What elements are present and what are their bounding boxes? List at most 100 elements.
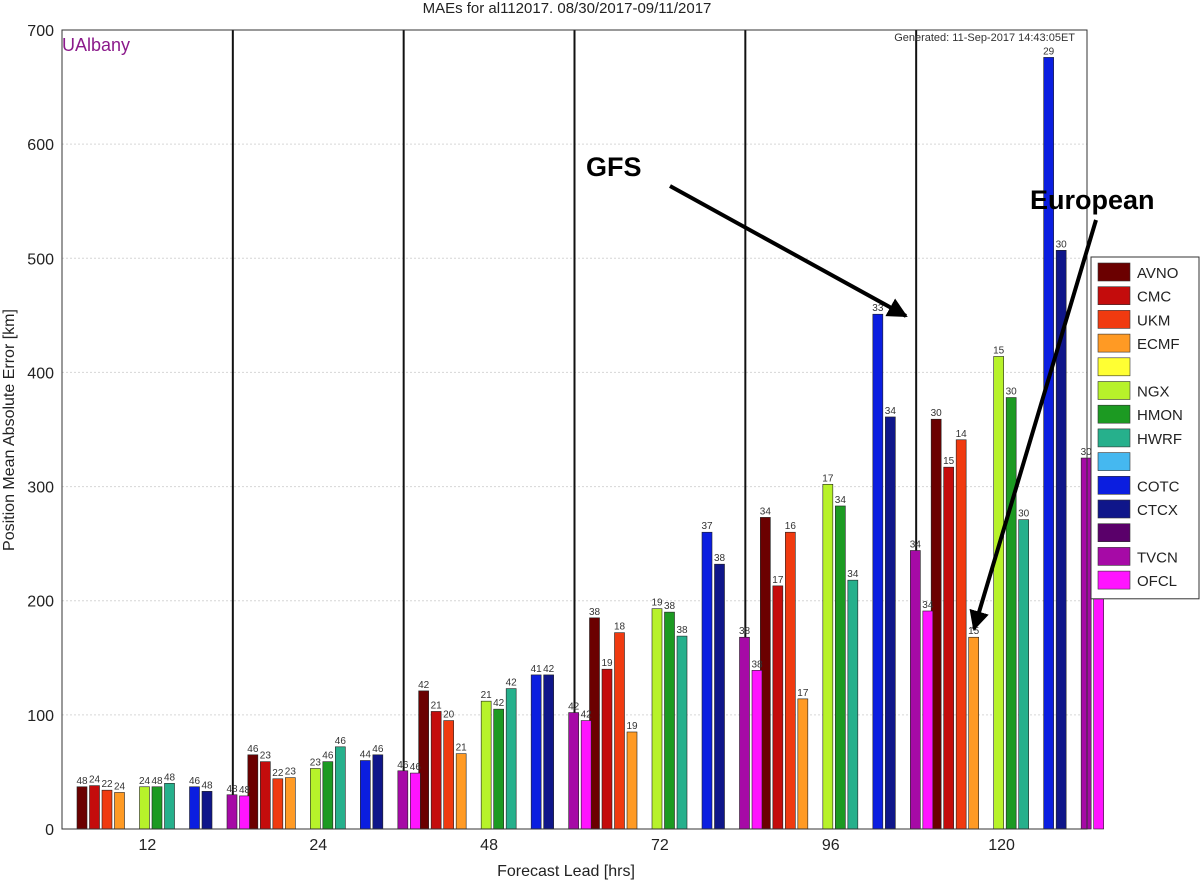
count-label: 17 bbox=[797, 688, 809, 699]
annotation-european: European bbox=[1030, 185, 1155, 215]
bars-layer bbox=[76, 57, 1104, 830]
legend-swatch bbox=[1097, 404, 1131, 424]
legend-swatch bbox=[1097, 381, 1131, 400]
count-label: 44 bbox=[360, 750, 372, 761]
bar bbox=[397, 770, 409, 830]
count-label: 34 bbox=[760, 506, 772, 517]
legend-label: NGX bbox=[1137, 384, 1170, 401]
bar bbox=[968, 636, 979, 830]
plot-frame bbox=[61, 29, 1088, 830]
count-label: 38 bbox=[714, 553, 726, 564]
legend-swatch bbox=[1097, 547, 1131, 566]
count-label: 48 bbox=[239, 785, 251, 796]
bar bbox=[772, 585, 784, 830]
bar bbox=[139, 786, 150, 830]
bar bbox=[101, 789, 113, 830]
bar bbox=[664, 611, 675, 830]
bar bbox=[943, 466, 954, 830]
bar bbox=[651, 608, 663, 830]
bar bbox=[993, 356, 1004, 830]
count-label: 46 bbox=[372, 744, 384, 755]
y-tick-label: 700 bbox=[27, 23, 54, 40]
count-label: 22 bbox=[101, 779, 113, 790]
count-label: 38 bbox=[664, 601, 676, 612]
bar bbox=[739, 636, 750, 830]
x-tick-label: 72 bbox=[651, 837, 669, 854]
count-label: 34 bbox=[885, 406, 897, 417]
bar bbox=[335, 746, 346, 830]
legend-label: OFCL bbox=[1137, 573, 1177, 590]
count-label: 23 bbox=[285, 767, 297, 778]
count-label: 19 bbox=[626, 721, 638, 732]
count-label: 30 bbox=[931, 408, 943, 419]
count-label: 37 bbox=[701, 521, 713, 532]
x-tick-label: 120 bbox=[988, 837, 1015, 854]
count-label: 19 bbox=[651, 598, 663, 609]
count-label: 38 bbox=[676, 625, 688, 636]
bar bbox=[835, 505, 846, 830]
bar bbox=[322, 761, 334, 830]
bar bbox=[285, 777, 296, 830]
count-label: 34 bbox=[910, 539, 922, 550]
count-label: 21 bbox=[431, 700, 443, 711]
count-label: 16 bbox=[785, 521, 797, 532]
count-label: 23 bbox=[310, 758, 322, 769]
x-axis-ticks: 12 24 48 72 96 120 bbox=[139, 837, 1016, 854]
count-label: 30 bbox=[1081, 447, 1093, 458]
bar bbox=[785, 531, 796, 830]
chart-title: MAEs for al112017. 08/30/2017-09/11/2017 bbox=[423, 0, 712, 17]
bar bbox=[601, 668, 613, 830]
bar bbox=[493, 708, 504, 830]
bar bbox=[714, 563, 725, 830]
legend-swatch bbox=[1097, 499, 1131, 519]
count-label: 46 bbox=[247, 744, 259, 755]
y-tick-label: 200 bbox=[27, 594, 54, 611]
x-tick-label: 96 bbox=[822, 837, 840, 854]
bar bbox=[701, 531, 713, 830]
bar bbox=[568, 712, 579, 830]
bar bbox=[201, 791, 213, 830]
bar bbox=[885, 416, 896, 830]
count-label: 38 bbox=[589, 607, 601, 618]
bar bbox=[1080, 457, 1092, 830]
count-label: 42 bbox=[543, 664, 555, 675]
bar bbox=[505, 688, 517, 830]
count-label: 34 bbox=[835, 495, 847, 506]
count-label: 42 bbox=[418, 680, 430, 691]
legend-swatch bbox=[1097, 357, 1131, 377]
bar bbox=[847, 579, 859, 830]
bar bbox=[76, 786, 88, 830]
count-label: 34 bbox=[922, 600, 934, 611]
legend-swatch bbox=[1097, 570, 1131, 590]
sample-count-labels: 4846423834302423211917152222201816142423… bbox=[76, 46, 1104, 796]
annotation-gfs-arrow bbox=[669, 184, 908, 318]
bar bbox=[226, 794, 238, 830]
legend-label: CTCX bbox=[1137, 502, 1178, 519]
bar bbox=[1018, 519, 1029, 830]
y-tick-label: 100 bbox=[27, 708, 54, 725]
bar bbox=[164, 783, 175, 830]
bar bbox=[626, 731, 638, 830]
legend-swatch bbox=[1097, 333, 1131, 353]
count-label: 42 bbox=[493, 698, 505, 709]
x-axis-label: Forecast Lead [hrs] bbox=[497, 863, 635, 880]
count-label: 48 bbox=[226, 784, 238, 795]
bar bbox=[360, 760, 371, 830]
y-axis-ticks: 0 100 200 300 400 500 600 700 bbox=[27, 23, 54, 839]
bar bbox=[822, 483, 834, 830]
count-label: 30 bbox=[1056, 239, 1068, 250]
count-label: 24 bbox=[139, 776, 151, 787]
y-tick-label: 500 bbox=[27, 251, 54, 268]
y-tick-label: 0 bbox=[45, 822, 54, 839]
count-label: 19 bbox=[601, 658, 613, 669]
bar bbox=[189, 786, 200, 830]
count-label: 46 bbox=[189, 776, 201, 787]
bar bbox=[260, 761, 271, 830]
count-label: 17 bbox=[772, 575, 784, 586]
bar bbox=[955, 439, 967, 830]
count-label: 30 bbox=[1018, 509, 1030, 520]
bar bbox=[530, 674, 542, 830]
count-label: 42 bbox=[581, 710, 593, 721]
bar bbox=[410, 772, 421, 830]
